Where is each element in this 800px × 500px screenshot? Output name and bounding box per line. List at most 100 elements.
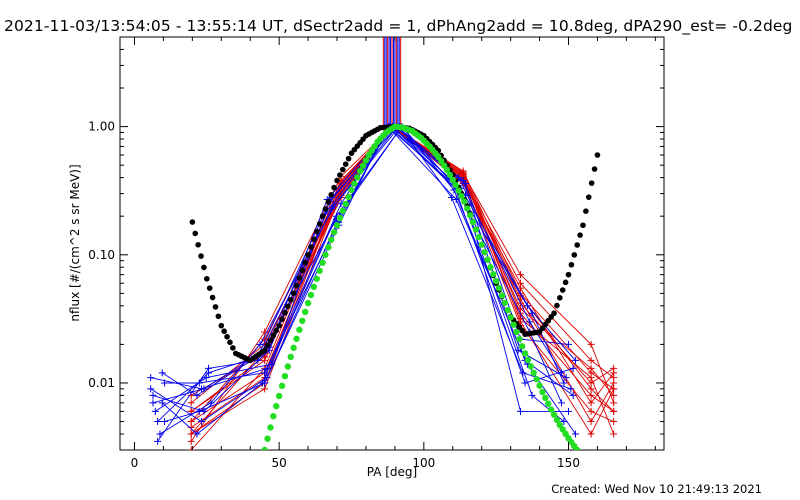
green-fit-point: [354, 174, 361, 181]
green-fit-point: [310, 283, 318, 291]
black-fit-point: [308, 244, 314, 250]
green-fit-point: [524, 356, 532, 364]
green-fit-point: [510, 321, 517, 328]
green-fit-point: [293, 335, 300, 342]
red-series-point: [187, 399, 195, 407]
green-fit-point: [519, 343, 526, 350]
blue-series-line: [152, 125, 565, 404]
green-fit-point: [301, 308, 309, 316]
green-fit-point: [466, 212, 474, 219]
green-fit-point: [495, 284, 503, 292]
blue-series-point: [154, 437, 162, 445]
blue-series-point: [526, 318, 534, 326]
black-fit-point: [565, 271, 572, 278]
black-fit-point: [293, 282, 300, 289]
black-fit-point: [296, 275, 303, 281]
red-series-point: [516, 271, 524, 279]
red-series-point: [587, 356, 595, 364]
blue-series-point: [149, 391, 157, 399]
black-fit-point: [325, 199, 332, 205]
red-series-point: [587, 430, 595, 438]
black-fit-point: [287, 297, 294, 303]
red-series-line: [190, 126, 614, 435]
black-fit-point: [224, 333, 230, 340]
x-tick-label: 100: [412, 456, 435, 470]
red-series-point: [610, 379, 618, 387]
green-fit-point: [328, 236, 335, 243]
blue-series-point: [198, 418, 206, 426]
red-series-point: [610, 430, 618, 438]
green-fit-point: [443, 166, 451, 174]
green-fit-point: [362, 157, 370, 164]
blue-series-point: [565, 340, 573, 348]
green-fit-point: [573, 446, 581, 450]
green-fit-point: [273, 402, 280, 410]
green-fit-point: [287, 353, 294, 361]
green-fit-point: [333, 221, 341, 229]
black-fit-point: [574, 242, 580, 248]
blue-series-point: [569, 391, 577, 399]
blue-series-point: [147, 374, 155, 382]
black-fit-point: [189, 219, 196, 225]
red-series-point: [587, 374, 595, 382]
blue-series-point: [565, 407, 573, 415]
blue-series-point: [519, 369, 527, 377]
blue-series-point: [562, 374, 570, 382]
x-axis-label: PA [deg]: [367, 465, 417, 479]
green-fit-point: [472, 226, 480, 233]
black-fit-point: [270, 332, 277, 339]
black-fit-point: [594, 152, 601, 158]
black-fit-point: [328, 191, 335, 198]
black-fit-point: [201, 264, 207, 271]
green-fit-point: [278, 382, 286, 390]
green-fit-point: [270, 413, 277, 420]
green-fit-point: [359, 162, 367, 169]
blue-series-line: [150, 125, 563, 423]
black-fit-point: [557, 294, 563, 301]
black-fit-point: [588, 180, 595, 186]
red-series-point: [187, 423, 195, 431]
green-fit-point: [469, 218, 477, 226]
blue-series-point: [571, 356, 579, 364]
green-fit-point: [539, 388, 546, 396]
black-fit-point: [273, 327, 280, 334]
black-fit-point: [206, 285, 213, 291]
green-fit-point: [452, 181, 459, 189]
green-fit-point: [345, 193, 352, 201]
blue-series-point: [514, 346, 522, 354]
black-fit-point: [198, 253, 204, 259]
black-fit-point: [559, 287, 566, 293]
black-fit-point: [218, 322, 225, 329]
blue-series-point: [261, 369, 269, 377]
green-fit-point: [504, 306, 511, 314]
green-fit-point: [330, 229, 338, 236]
black-fit-point: [580, 222, 586, 229]
green-fit-point: [313, 275, 320, 282]
black-fit-point: [331, 184, 337, 191]
blue-series-point: [528, 309, 536, 317]
red-series-point: [187, 418, 195, 426]
black-fit-point: [311, 236, 317, 243]
green-fit-point: [336, 214, 344, 222]
black-fit-point: [313, 228, 320, 235]
black-fit-point: [337, 172, 343, 178]
created-timestamp: Created: Wed Nov 10 21:49:13 2021: [551, 482, 762, 496]
green-fit-point: [356, 167, 364, 175]
green-fit-point: [527, 363, 535, 370]
black-fit-point: [209, 294, 216, 301]
black-fit-point: [316, 221, 323, 227]
green-fit-point: [461, 198, 468, 205]
blue-series-point: [459, 176, 467, 184]
green-fit-point: [580, 454, 586, 460]
blue-series-point: [571, 430, 579, 438]
black-fit-point: [227, 339, 233, 346]
blue-series-point: [154, 418, 162, 426]
black-fit-point: [264, 342, 271, 349]
black-fit-point: [282, 309, 288, 316]
chart-title: 2021-11-03/13:54:05 - 13:55:14 UT, dSect…: [4, 17, 793, 35]
green-fit-point: [267, 424, 274, 431]
green-fit-point: [498, 292, 506, 299]
green-fit-point: [513, 328, 520, 336]
blue-series-point: [193, 430, 201, 438]
green-fit-point: [316, 267, 323, 274]
